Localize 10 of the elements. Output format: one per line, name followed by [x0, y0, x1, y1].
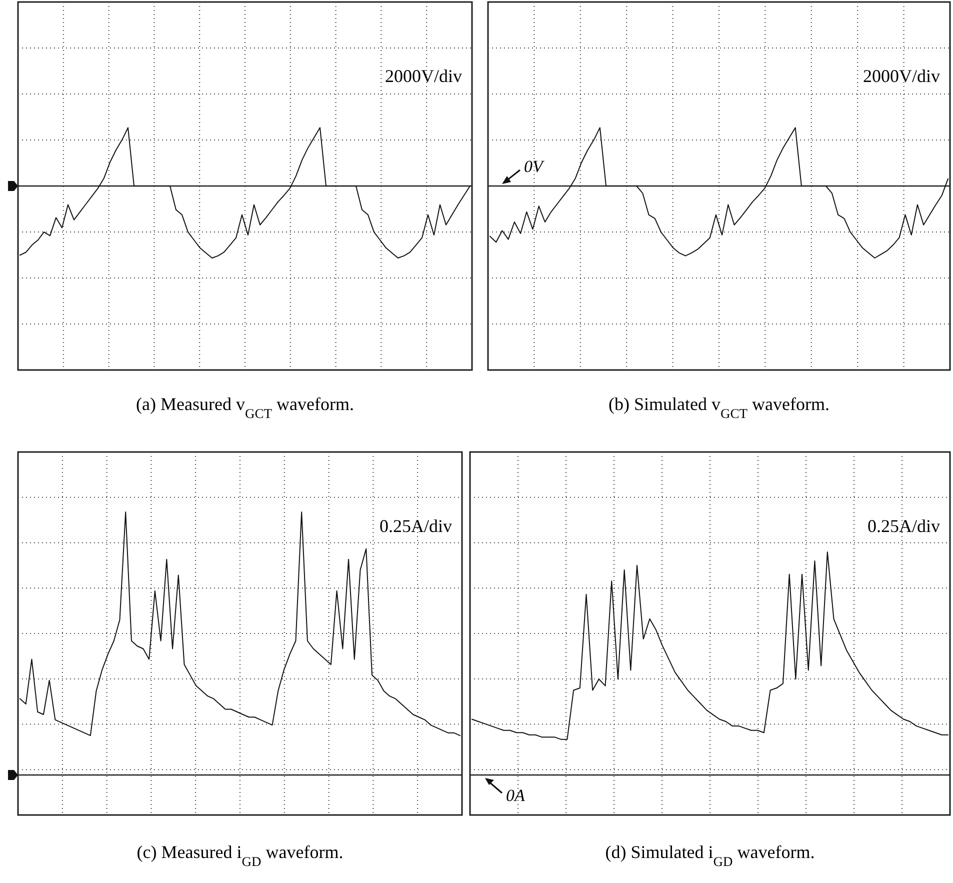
text: (d) Simulated i$_{GD}$ waveform. [605, 842, 815, 868]
text: 0.25A/div [867, 516, 940, 536]
text: (a) Measured v$_{GCT}$ waveform. [136, 394, 354, 420]
text: 2000V/div [384, 66, 462, 86]
text: 0A [506, 786, 526, 805]
text: (c) Measured i$_{GD}$ waveform. [136, 842, 344, 868]
annotation: 0V [524, 157, 546, 176]
text: 2000V/div [862, 66, 940, 86]
text: (b) Simulated v$_{GCT}$ waveform. [608, 394, 830, 420]
annotation: 0.25A/div [379, 516, 452, 536]
